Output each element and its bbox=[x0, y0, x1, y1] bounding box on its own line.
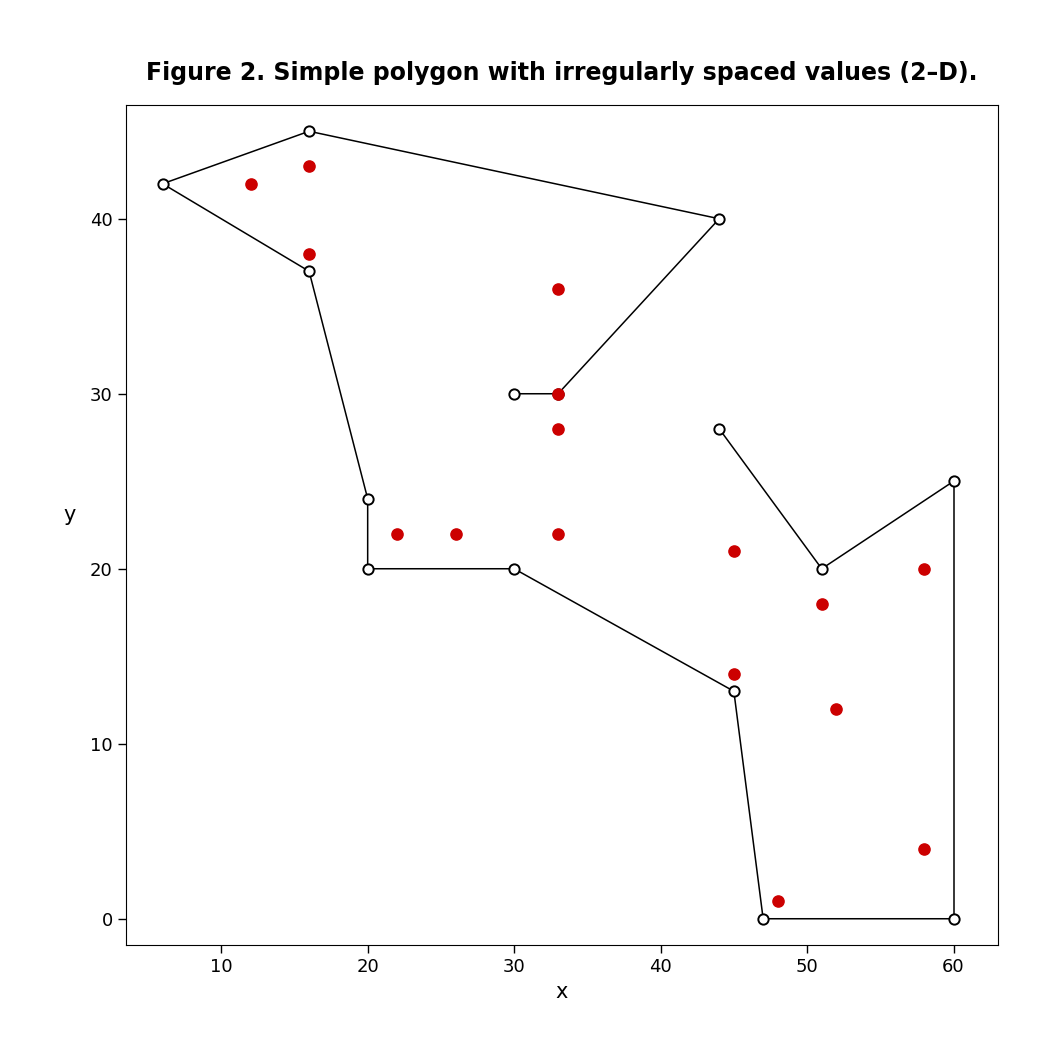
Point bbox=[916, 840, 932, 857]
Point bbox=[945, 472, 962, 489]
Point bbox=[711, 420, 728, 437]
Point bbox=[447, 525, 464, 542]
Point bbox=[726, 666, 742, 683]
Title: Figure 2. Simple polygon with irregularly spaced values (2–D).: Figure 2. Simple polygon with irregularl… bbox=[146, 61, 978, 85]
Point bbox=[550, 525, 567, 542]
Point bbox=[814, 561, 831, 578]
Point bbox=[550, 385, 567, 402]
Point bbox=[916, 561, 932, 578]
Point bbox=[388, 525, 405, 542]
Point bbox=[550, 385, 567, 402]
Point bbox=[550, 420, 567, 437]
Point bbox=[300, 262, 317, 279]
Point bbox=[154, 175, 171, 192]
Y-axis label: y: y bbox=[63, 505, 76, 525]
Point bbox=[770, 892, 786, 909]
Point bbox=[506, 561, 523, 578]
Point bbox=[300, 246, 317, 262]
Point bbox=[726, 682, 742, 699]
Point bbox=[828, 700, 845, 717]
Point bbox=[711, 210, 728, 227]
Point bbox=[506, 385, 523, 402]
Point bbox=[726, 543, 742, 560]
Point bbox=[814, 595, 831, 612]
Point bbox=[359, 490, 376, 507]
Point bbox=[243, 175, 259, 192]
Point bbox=[550, 280, 567, 297]
Point bbox=[755, 910, 772, 927]
X-axis label: x: x bbox=[555, 982, 568, 1002]
Point bbox=[359, 561, 376, 578]
Point bbox=[945, 910, 962, 927]
Point bbox=[300, 158, 317, 174]
Point bbox=[300, 123, 317, 140]
